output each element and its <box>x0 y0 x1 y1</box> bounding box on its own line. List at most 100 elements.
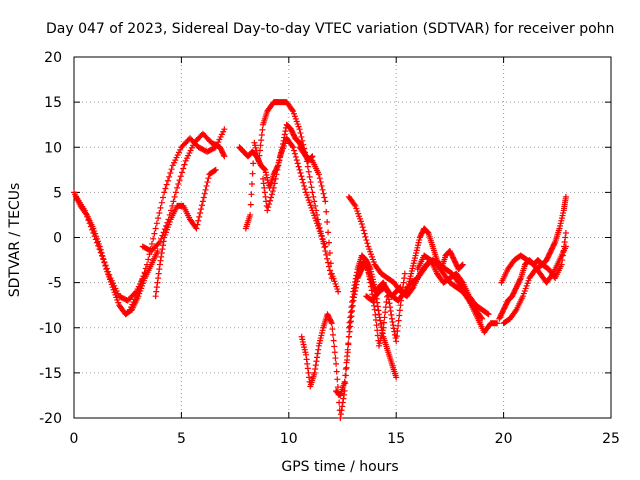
data-point-interp <box>365 269 372 276</box>
data-point-interp <box>197 210 204 217</box>
x-tick-label: 5 <box>177 431 186 447</box>
y-tick-label: -10 <box>39 321 62 337</box>
data-point-interp <box>396 312 403 319</box>
data-point-interp <box>291 147 298 154</box>
series-track-3 <box>139 130 228 255</box>
data-point-interp <box>156 266 163 273</box>
data-point-interp <box>317 179 324 186</box>
data-point-interp <box>84 213 91 220</box>
data-point-interp <box>560 248 567 255</box>
data-point-interp <box>304 365 311 372</box>
data-point-interp <box>91 233 98 240</box>
data-point-interp <box>154 279 161 286</box>
y-tick-label: 10 <box>44 140 62 156</box>
data-point <box>144 261 151 268</box>
data-point-interp <box>160 238 167 245</box>
data-point <box>393 338 400 345</box>
y-tick-label: 0 <box>53 231 62 247</box>
y-axis-label: SDTVAR / TECUs <box>7 183 23 298</box>
data-point <box>401 270 408 277</box>
data-point-interp <box>334 376 341 383</box>
data-point-interp <box>198 206 205 213</box>
data-point-interp <box>179 169 186 176</box>
data-point-interp <box>146 251 153 258</box>
data-point-interp <box>458 278 465 285</box>
data-point-interp <box>147 246 154 253</box>
data-point <box>562 229 569 236</box>
data-point-interp <box>350 294 357 301</box>
data-point-interp <box>248 191 255 198</box>
data-point-interp <box>180 165 187 172</box>
data-point-interp <box>348 304 355 311</box>
data-point-interp <box>102 262 109 269</box>
data-point-interp <box>294 160 301 167</box>
data-point-interp <box>396 307 403 314</box>
data-point-interp <box>305 369 312 376</box>
data-point-interp <box>298 173 305 180</box>
data-point <box>341 378 348 385</box>
data-point-interp <box>289 142 296 149</box>
data-point <box>221 153 228 160</box>
data-point-interp <box>203 182 210 189</box>
data-point-interp <box>301 182 308 189</box>
data-point-interp <box>273 171 280 178</box>
data-point-interp <box>350 285 357 292</box>
data-point-interp <box>106 271 113 278</box>
data-point-interp <box>344 353 351 360</box>
data-point-interp <box>95 242 102 249</box>
data-point-interp <box>297 130 304 137</box>
data-point-interp <box>103 265 110 272</box>
data-point-interp <box>551 240 558 247</box>
data-point-interp <box>306 173 313 180</box>
data-point <box>371 284 378 291</box>
data-point-interp <box>139 277 146 284</box>
data-point-interp <box>359 224 366 231</box>
data-point-interp <box>326 249 333 256</box>
data-series <box>71 99 569 421</box>
data-point <box>485 311 492 318</box>
data-point-interp <box>387 304 394 311</box>
data-point-interp <box>362 233 369 240</box>
data-point-interp <box>155 275 162 282</box>
data-point-interp <box>260 180 267 187</box>
data-point-interp <box>377 317 384 324</box>
data-point-interp <box>261 189 268 196</box>
series-track-15 <box>403 225 466 295</box>
data-point-interp <box>360 227 367 234</box>
data-point <box>174 184 181 191</box>
data-point-interp <box>247 201 254 208</box>
data-point-interp <box>307 179 314 186</box>
data-point <box>296 166 303 173</box>
data-point-interp <box>366 273 373 280</box>
data-point-interp <box>176 177 183 184</box>
data-point-interp <box>89 226 96 233</box>
data-point <box>81 207 88 214</box>
data-point-interp <box>167 170 174 177</box>
data-point-interp <box>300 179 307 186</box>
x-axis-label: GPS time / hours <box>281 459 398 475</box>
data-point-interp <box>371 302 378 309</box>
data-point-interp <box>159 246 166 253</box>
data-point-interp <box>517 276 524 283</box>
y-tick-label: 20 <box>44 50 62 66</box>
data-point-interp <box>339 403 346 410</box>
data-point-interp <box>364 263 371 270</box>
data-point-interp <box>266 200 273 207</box>
data-point-interp <box>347 318 354 325</box>
data-point-interp <box>105 268 112 275</box>
data-point-interp <box>390 325 397 332</box>
data-point-interp <box>324 255 331 262</box>
x-tick-label: 0 <box>70 431 79 447</box>
data-point-interp <box>195 217 202 224</box>
data-point-interp <box>331 343 338 350</box>
data-point-interp <box>349 293 356 300</box>
data-point <box>322 243 329 250</box>
data-point <box>264 207 271 214</box>
data-point <box>358 220 365 227</box>
data-point-interp <box>478 314 485 321</box>
data-point-interp <box>361 230 368 237</box>
x-axis: 0 5 10 15 20 25 <box>70 57 620 447</box>
data-point-interp <box>329 331 336 338</box>
y-tick-label: -20 <box>39 411 62 427</box>
data-point-interp <box>345 340 352 347</box>
